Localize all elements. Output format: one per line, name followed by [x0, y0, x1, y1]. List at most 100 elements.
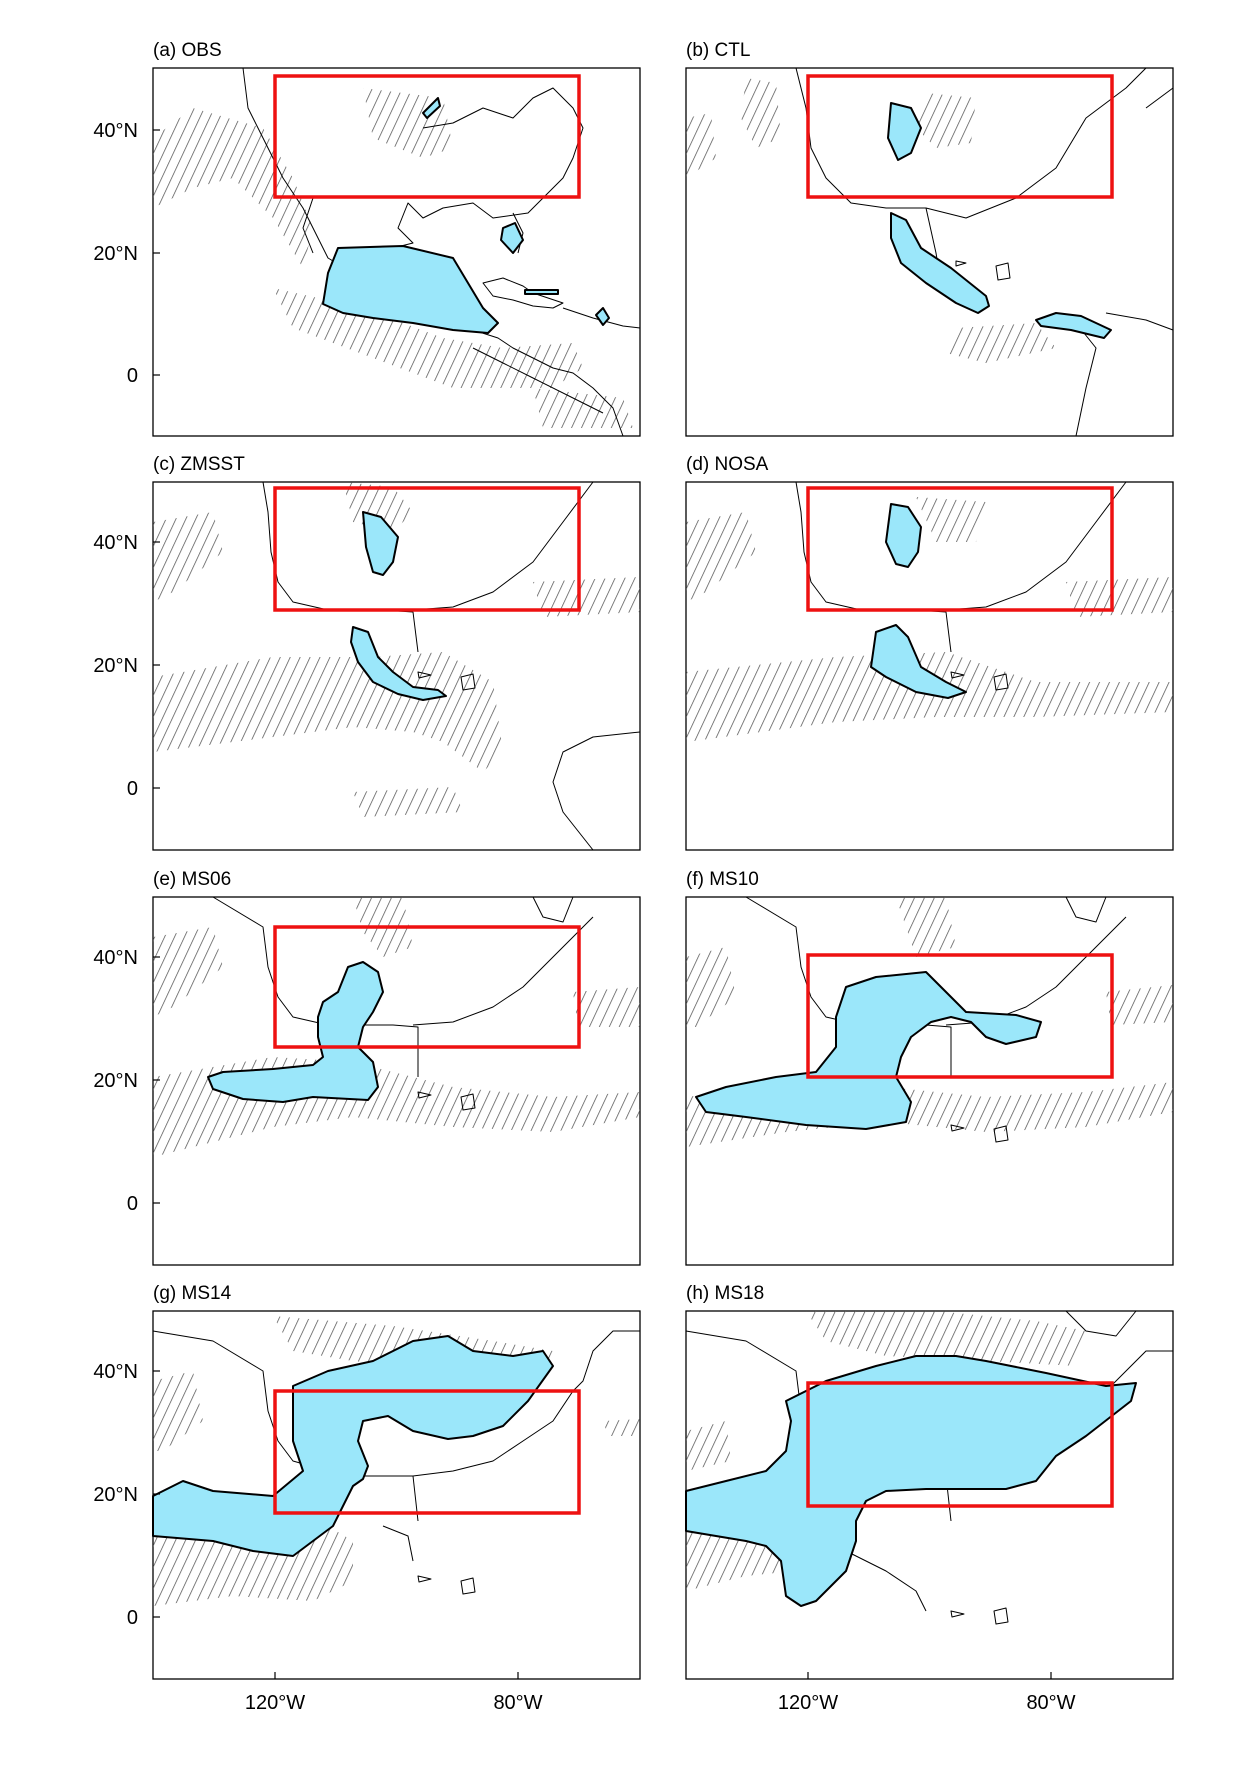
shaded-region	[207, 961, 384, 1103]
coastline	[950, 1610, 965, 1618]
shaded-region	[595, 307, 610, 326]
target-box	[273, 486, 581, 612]
coastline	[512, 212, 524, 254]
coastline	[302, 197, 314, 254]
shaded-region	[870, 624, 967, 699]
target-box	[273, 74, 581, 199]
x-tick-label: 120°W	[245, 1692, 305, 1714]
hatching-region	[686, 1421, 731, 1471]
hatching-region	[686, 947, 736, 1027]
hatching-region	[686, 652, 1173, 742]
coastline	[482, 277, 564, 309]
shaded-region	[685, 1355, 1137, 1607]
coastline	[995, 262, 1011, 281]
coastline	[472, 347, 604, 414]
target-box	[806, 486, 1114, 612]
hatching-region	[343, 482, 413, 532]
map-frame-c	[152, 481, 641, 851]
coastline	[1145, 87, 1174, 109]
hatching-region	[353, 787, 463, 817]
shaded-region	[362, 511, 399, 576]
y-tick-label: 0	[127, 778, 138, 800]
hatching-region	[363, 88, 453, 158]
panel-c: (c) ZMSST 40°N 20°N 0	[93, 454, 641, 851]
hatching-region	[603, 1419, 640, 1436]
panel-title-c: (c) ZMSST	[153, 454, 245, 475]
coastline	[845, 1550, 927, 1612]
panel-d: (d) NOSA	[685, 454, 1174, 851]
hatching-region	[153, 512, 223, 602]
coastline	[950, 1124, 965, 1132]
coastline	[460, 673, 476, 691]
coastline	[552, 731, 641, 851]
coastline	[993, 1607, 1009, 1625]
panel-title-a: (a) OBS	[153, 40, 222, 61]
coastline	[460, 1093, 476, 1111]
map-frame-a	[152, 67, 641, 437]
coastline	[412, 916, 594, 1026]
hatching-region	[741, 78, 781, 148]
coastline	[212, 896, 419, 1077]
target-box	[273, 925, 581, 1049]
panel-title-g: (g) MS14	[153, 1283, 232, 1304]
x-tick-label: 80°W	[493, 1692, 542, 1714]
hatching-region	[946, 323, 1056, 363]
hatching-region	[916, 93, 976, 148]
panel-f: (f) MS10	[685, 869, 1174, 1266]
panel-h: (h) MS18 120°W 80°W	[685, 1283, 1174, 1714]
panel-b: (b) CTL	[685, 40, 1174, 437]
hatching-region	[573, 987, 640, 1027]
hatching-region	[1066, 577, 1173, 617]
y-tick-label: 20°N	[93, 1070, 138, 1092]
panel-title-f: (f) MS10	[686, 869, 759, 890]
panel-title-h: (h) MS18	[686, 1283, 764, 1304]
panel-e: (e) MS06 40°N 20°N 0	[93, 869, 641, 1266]
y-tick-label: 0	[127, 1193, 138, 1215]
coastline	[152, 1330, 419, 1522]
hatching-region	[1106, 985, 1173, 1025]
y-tick-label: 0	[127, 365, 138, 387]
coastline	[562, 307, 641, 329]
shaded-region	[885, 503, 922, 568]
coastline	[532, 896, 574, 923]
target-box	[273, 1389, 581, 1515]
shaded-region	[695, 971, 1042, 1130]
hatching-region	[533, 388, 633, 428]
map-frame-d	[685, 481, 1174, 851]
hatching-region	[153, 108, 313, 268]
hatching-region	[686, 113, 716, 178]
coastline	[955, 260, 967, 267]
coastline	[1065, 1310, 1137, 1337]
panel-title-b: (b) CTL	[686, 40, 750, 61]
shaded-region	[887, 102, 922, 161]
coastline	[392, 87, 584, 249]
coastline	[460, 1577, 476, 1595]
hatching-region	[153, 927, 223, 1017]
shaded-region	[890, 212, 990, 314]
shaded-region	[322, 245, 499, 334]
hatching-region	[533, 577, 640, 617]
panel-title-e: (e) MS06	[153, 869, 231, 890]
shaded-region	[350, 626, 447, 701]
coastline	[412, 481, 594, 611]
coastline	[417, 671, 432, 679]
hatching-region	[153, 652, 503, 772]
hatching-region	[153, 1371, 203, 1451]
coastline	[1065, 896, 1107, 923]
y-tick-label: 40°N	[93, 532, 138, 554]
coastline	[417, 1575, 432, 1583]
y-tick-label: 40°N	[93, 1361, 138, 1383]
coastline	[1105, 312, 1174, 331]
hatching-region	[916, 497, 986, 542]
coastline	[993, 1125, 1009, 1143]
coastline	[993, 673, 1009, 691]
coastline	[382, 1525, 414, 1562]
panel-g: (g) MS14 40°N 20°N 0 120°W 80°W	[93, 1283, 641, 1714]
coastline	[950, 671, 965, 679]
panel-a: (a) OBS 40°N 20°N 0	[93, 40, 641, 437]
y-tick-label: 20°N	[93, 655, 138, 677]
coastline	[1075, 322, 1097, 437]
target-box	[806, 74, 1114, 199]
coastline	[945, 481, 1127, 611]
